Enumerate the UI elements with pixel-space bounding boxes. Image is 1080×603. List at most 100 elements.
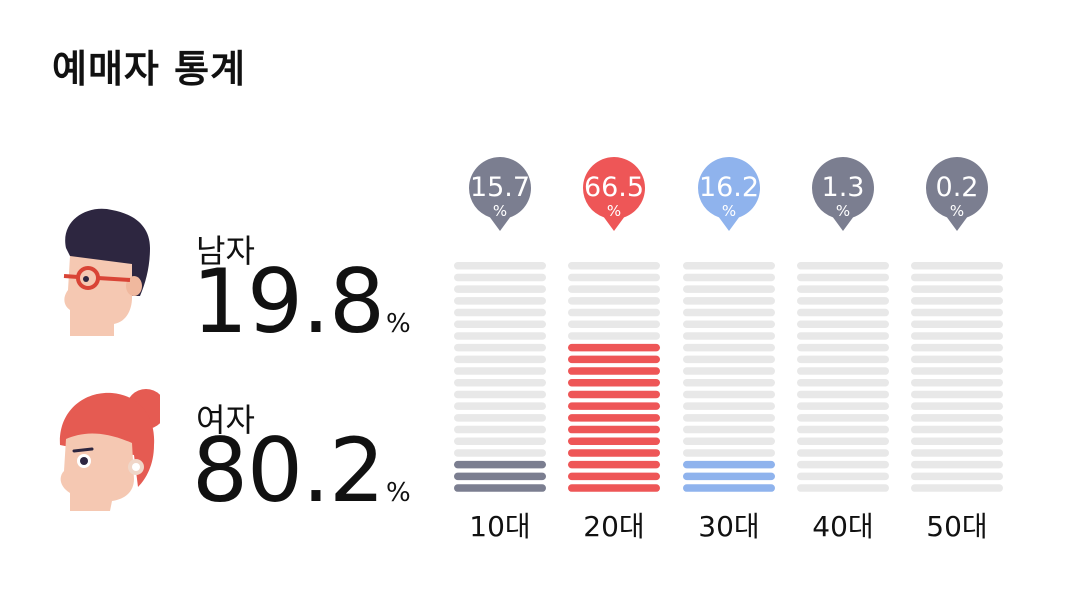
track-segment <box>683 437 775 445</box>
track-segment <box>911 367 1003 375</box>
bar-segment <box>568 425 660 434</box>
track-segment <box>568 297 660 305</box>
track-segment <box>683 449 775 457</box>
age-column-4: 1.3% 40대 <box>797 157 889 543</box>
bar-segment <box>568 484 660 492</box>
track-segment <box>454 425 546 434</box>
female-value-unit: % <box>385 478 411 508</box>
track-segment <box>797 320 889 328</box>
age-column-5: 0.2% 50대 <box>911 157 1003 543</box>
bar-segment <box>683 472 775 481</box>
male-label: 남자 <box>196 232 255 270</box>
track-segment <box>454 390 546 399</box>
track-segment <box>911 297 1003 305</box>
value-bubble <box>582 157 645 231</box>
track-segment <box>568 273 660 282</box>
page-title: 예매자 통계 <box>52 47 247 91</box>
track-segment <box>683 262 775 270</box>
track-segment <box>683 414 775 422</box>
value-unit-label: % <box>836 202 850 220</box>
bar-segment <box>454 484 546 492</box>
bar-segment <box>568 449 660 457</box>
track-segment <box>454 343 546 352</box>
track-segment <box>454 449 546 457</box>
track-segment <box>683 297 775 305</box>
track-segment <box>683 367 775 375</box>
male-avatar-icon <box>63 208 150 336</box>
bar-segment <box>568 437 660 445</box>
track-segment <box>568 262 660 270</box>
track-segment <box>911 484 1003 492</box>
track-segment <box>683 343 775 352</box>
track-segment <box>683 379 775 387</box>
track-segment <box>568 308 660 317</box>
track-segment <box>454 402 546 410</box>
track-segment <box>683 273 775 282</box>
bar-segment <box>568 379 660 387</box>
value-label: 16.2 <box>699 172 759 203</box>
track-segment <box>911 332 1003 340</box>
track-segment <box>454 379 546 387</box>
track-segment <box>683 308 775 317</box>
track-segment <box>797 285 889 293</box>
bar-segment <box>454 460 546 469</box>
category-label: 30대 <box>698 510 759 543</box>
track-segment <box>911 273 1003 282</box>
bar-segment <box>568 460 660 469</box>
track-segment <box>568 332 660 340</box>
track-segment <box>911 414 1003 422</box>
male-value: 19.8% <box>192 258 411 346</box>
track-segment <box>454 297 546 305</box>
track-segment <box>683 332 775 340</box>
track-segment <box>797 449 889 457</box>
female-label: 여자 <box>196 401 255 439</box>
female-value: 80.2% <box>192 427 411 515</box>
track-segment <box>797 332 889 340</box>
category-label: 50대 <box>926 510 987 543</box>
track-segment <box>454 367 546 375</box>
age-column-2: 66.5% 20대 <box>568 157 660 543</box>
bar-segment <box>568 472 660 481</box>
track-segment <box>568 285 660 293</box>
age-column-3: 16.2% 30대 <box>683 157 775 543</box>
track-segment <box>911 308 1003 317</box>
track-segment <box>454 414 546 422</box>
bar-segment <box>568 402 660 410</box>
bar-segment <box>454 472 546 481</box>
bar-segment <box>568 414 660 422</box>
male-stat: 남자 19.8% <box>50 200 430 346</box>
track-segment <box>911 402 1003 410</box>
value-bubble <box>468 157 531 231</box>
category-label: 20대 <box>583 510 644 543</box>
track-segment <box>683 402 775 410</box>
value-unit-label: % <box>722 202 736 220</box>
track-segment <box>797 402 889 410</box>
track-segment <box>911 449 1003 457</box>
value-bubble <box>697 157 760 231</box>
track-segment <box>797 390 889 399</box>
value-unit-label: % <box>493 202 507 220</box>
bar-segment <box>683 460 775 469</box>
female-avatar-icon <box>59 389 160 511</box>
age-column-1: 15.7% 10대 <box>454 157 546 543</box>
female-stat: 여자 80.2% <box>50 375 430 515</box>
bar-segment <box>683 484 775 492</box>
track-segment <box>683 425 775 434</box>
track-segment <box>911 460 1003 469</box>
track-segment <box>797 472 889 481</box>
track-segment <box>683 390 775 399</box>
track-segment <box>911 355 1003 364</box>
value-label: 15.7 <box>470 172 530 203</box>
track-segment <box>797 414 889 422</box>
track-segment <box>797 273 889 282</box>
track-segment <box>911 343 1003 352</box>
track-segment <box>911 379 1003 387</box>
value-unit-label: % <box>950 202 964 220</box>
track-segment <box>454 437 546 445</box>
track-segment <box>797 460 889 469</box>
value-unit-label: % <box>607 202 621 220</box>
track-segment <box>454 355 546 364</box>
bar-segment <box>568 355 660 364</box>
value-label: 1.3 <box>822 172 865 203</box>
male-value-number: 19.8 <box>192 250 385 353</box>
